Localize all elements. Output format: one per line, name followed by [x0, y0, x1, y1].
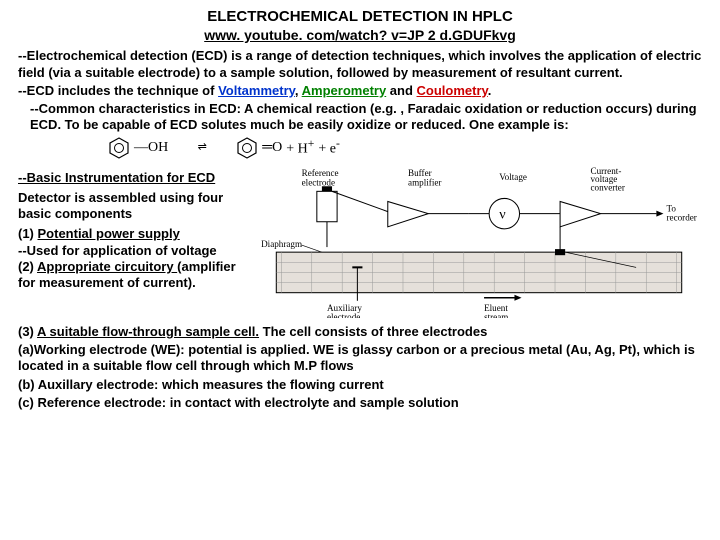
sep2: and [386, 83, 416, 98]
cvc-label: Current-voltageconverter [590, 166, 624, 192]
component-1: (1) Potential power supply --Used for ap… [18, 226, 246, 291]
benzene-ring-1 [108, 136, 130, 160]
voltammetry-link[interactable]: Voltammetry [218, 83, 295, 98]
instrument-svg: Referenceelectrode Bufferamplifier Volta… [256, 166, 702, 318]
benzene-ring-2 [236, 136, 258, 160]
page-title: ELECTROCHEMICAL DETECTION IN HPLC [18, 8, 702, 27]
amperometry-link[interactable]: Amperometry [302, 83, 387, 98]
oh-label: —OH [134, 139, 168, 157]
equilibrium-arrow: ⇌ [172, 144, 232, 151]
buf-amp-label: Bufferamplifier [408, 168, 441, 187]
plus-h: + H+ [286, 137, 314, 158]
youtube-url: www. youtube. com/watch? v=JP 2 d.GDUFkv… [18, 27, 702, 45]
quinone-o: ═O [262, 139, 282, 157]
sep1: , [295, 83, 302, 98]
left-text-column: --Basic Instrumentation for ECD Detector… [18, 166, 246, 322]
component-3: (3) A suitable flow-through sample cell.… [18, 324, 702, 340]
component-3c: (c) Reference electrode: in contact with… [18, 395, 702, 411]
component-3a: (a)Working electrode (WE): potential is … [18, 342, 702, 375]
voltage-label: Voltage [499, 172, 527, 182]
component-3b: (b) Auxillary electrode: which measures … [18, 377, 702, 393]
diaphragm-label: Diaphragm [261, 239, 302, 249]
ecd-prefix: --ECD includes the technique of [18, 83, 218, 98]
ecd-includes: --ECD includes the technique of Voltamme… [18, 83, 702, 99]
detector-text: Detector is assembled using four basic c… [18, 190, 246, 223]
common-characteristics: --Common characteristics in ECD: A chemi… [30, 101, 702, 134]
intro-paragraph: --Electrochemical detection (ECD) is a r… [18, 48, 702, 81]
chemical-equation: —OH ⇌ ═O + H+ + e- [108, 136, 702, 160]
instrument-diagram: Referenceelectrode Bufferamplifier Volta… [256, 166, 702, 322]
coulometry-link[interactable]: Coulometry [417, 83, 488, 98]
eluent-label: Eluentstream [484, 302, 508, 317]
aux-label: Auxiliaryelectrode [327, 302, 362, 317]
nu-symbol: ν [499, 206, 506, 222]
basic-instr-heading: --Basic Instrumentation for ECD [18, 170, 215, 185]
dot: . [488, 83, 492, 98]
recorder-label: Torecorder [667, 203, 697, 222]
plus-e: + e- [318, 137, 340, 158]
ref-elec-label: Referenceelectrode [302, 168, 339, 187]
